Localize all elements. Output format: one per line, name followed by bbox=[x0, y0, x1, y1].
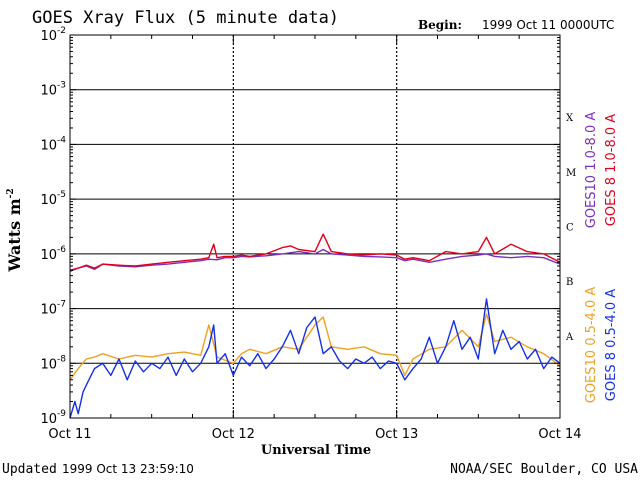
legend: GOES10 1.0-8.0 A GOES 8 1.0-8.0 A GOES10 0… bbox=[584, 112, 619, 404]
plot-frame bbox=[69, 34, 561, 419]
y-tick-label: 10-8 bbox=[40, 354, 66, 372]
y-axis-label-base: Watts m bbox=[5, 198, 24, 272]
footer-source: NOAA/SEC Boulder, CO USA bbox=[450, 462, 638, 477]
x-tick-label: Oct 12 bbox=[212, 427, 255, 442]
flare-class-b: B bbox=[566, 277, 573, 288]
x-tick-label: Oct 14 bbox=[538, 427, 581, 442]
y-tick-exponent: -5 bbox=[57, 190, 66, 200]
y-tick-base: 10 bbox=[40, 248, 57, 263]
flare-class-a: A bbox=[565, 332, 574, 343]
series-line bbox=[69, 233, 561, 271]
y-axis-label-exponent: -2 bbox=[6, 188, 16, 198]
y-tick-label: 10-6 bbox=[40, 245, 66, 263]
flare-class-labels: X M C B A bbox=[565, 113, 576, 343]
legend-entry: GOES10 0.5-4.0 A bbox=[584, 287, 599, 404]
y-axis-label: Watts m-2 bbox=[5, 188, 24, 272]
y-tick-base: 10 bbox=[40, 303, 57, 318]
data-traces bbox=[69, 233, 561, 419]
y-tick-base: 10 bbox=[40, 84, 57, 99]
chart-title: GOES Xray Flux (5 minute data) bbox=[32, 8, 339, 28]
legend-entry: GOES 8 0.5-4.0 A bbox=[604, 289, 619, 401]
x-tick-label: Oct 11 bbox=[48, 427, 91, 442]
y-tick-exponent: -3 bbox=[57, 81, 66, 91]
series-line bbox=[69, 248, 561, 272]
y-axis-ticks: 10-210-310-410-510-610-710-810-9 bbox=[40, 26, 560, 427]
y-tick-base: 10 bbox=[40, 29, 57, 44]
y-tick-exponent: -4 bbox=[57, 135, 66, 145]
flare-class-m: M bbox=[566, 168, 576, 179]
series-line bbox=[69, 298, 561, 419]
legend-entry: GOES10 1.0-8.0 A bbox=[584, 112, 599, 229]
y-tick-exponent: -6 bbox=[57, 245, 66, 255]
x-tick-label: Oct 13 bbox=[375, 427, 418, 442]
y-tick-base: 10 bbox=[40, 138, 57, 153]
x-axis-ticks: Oct 11 Oct 12 Oct 13 Oct 14 bbox=[48, 35, 582, 442]
y-tick-exponent: -8 bbox=[57, 354, 66, 364]
begin-value: 1999 Oct 11 0000UTC bbox=[482, 18, 614, 32]
begin-label: Begin: bbox=[418, 18, 462, 32]
y-tick-exponent: -7 bbox=[57, 300, 66, 310]
y-tick-label: 10-4 bbox=[40, 135, 66, 153]
y-tick-label: 10-2 bbox=[40, 26, 66, 44]
series-line bbox=[69, 313, 561, 381]
y-tick-label: 10-7 bbox=[40, 300, 66, 318]
y-tick-label: 10-9 bbox=[40, 409, 66, 427]
flare-class-x: X bbox=[566, 113, 574, 124]
y-tick-base: 10 bbox=[40, 357, 57, 372]
y-tick-label: 10-5 bbox=[40, 190, 66, 208]
y-tick-base: 10 bbox=[40, 412, 57, 427]
y-tick-label: 10-3 bbox=[40, 81, 66, 99]
footer-updated-value: 1999 Oct 13 23:59:10 bbox=[62, 462, 194, 476]
x-axis-label: Universal Time bbox=[261, 443, 371, 458]
y-tick-base: 10 bbox=[40, 193, 57, 208]
footer-updated-label: Updated bbox=[2, 462, 57, 477]
legend-entry: GOES 8 1.0-8.0 A bbox=[604, 114, 619, 226]
y-tick-exponent: -9 bbox=[57, 409, 66, 419]
flare-class-c: C bbox=[566, 223, 574, 234]
gridlines bbox=[70, 35, 560, 418]
y-tick-exponent: -2 bbox=[57, 26, 66, 36]
